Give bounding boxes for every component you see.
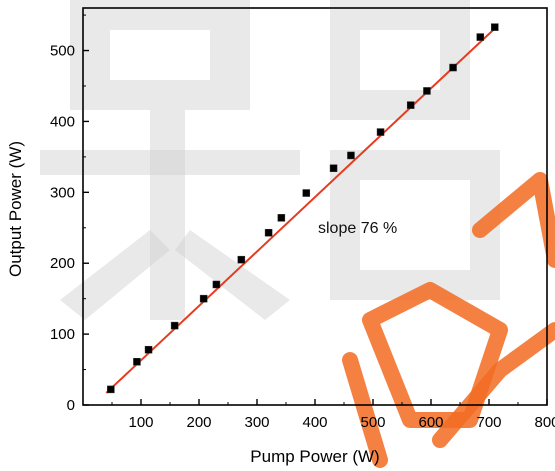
data-point [347,151,355,160]
x-tick-label: 600 [418,414,443,431]
data-point [329,164,338,172]
y-axis-title: Output Power (W) [6,141,25,277]
data-point [476,33,485,41]
x-tick-label: 400 [302,414,327,431]
axes: 100 200 300 400 500 600 700 800 0 100 200 300 400 500 [50,14,555,431]
data-point [449,63,457,72]
data-point [491,23,499,31]
data-points [107,23,499,394]
data-point [406,101,415,109]
data-point [302,189,311,197]
data-point [107,385,115,394]
fit-line-group [105,24,499,394]
y-tick-label: 300 [50,184,75,201]
y-tick-label: 500 [50,43,75,60]
x-tick-label: 800 [534,414,555,431]
y-tick-label: 100 [50,326,75,343]
annotation-slope: slope 76 % [318,220,397,237]
data-point [264,228,273,237]
data-point [170,321,179,330]
x-tick-label: 500 [360,414,385,431]
data-point [277,214,286,222]
x-axis-title: Pump Power (W) [250,447,379,466]
x-tick-label: 200 [186,414,211,431]
data-point [212,280,221,289]
data-point [423,87,431,95]
data-point [237,255,246,264]
watermark [40,0,555,468]
x-tick-label: 700 [476,414,501,431]
x-tick-label: 100 [128,414,153,431]
fit-line [105,24,499,394]
y-tick-label: 200 [50,255,75,272]
y-tick-label: 400 [50,113,75,130]
data-point [133,358,141,366]
x-tick-label: 300 [244,414,269,431]
y-tick-label: 0 [67,397,75,414]
data-point [199,294,208,303]
data-point [376,128,385,136]
data-point [144,345,153,354]
